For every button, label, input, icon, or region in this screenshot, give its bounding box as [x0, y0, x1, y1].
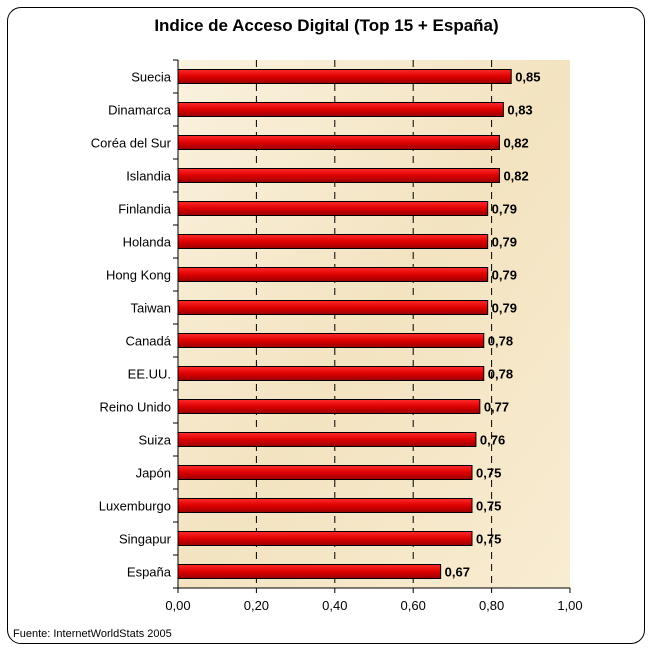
data-label: 0,75 — [476, 532, 501, 547]
chart-title: Indice de Acceso Digital (Top 15 + Españ… — [154, 16, 499, 35]
bar-ee-uu- — [177, 366, 485, 381]
category-label: Canadá — [125, 334, 171, 349]
bar-suiza — [177, 432, 477, 447]
data-label: 0,78 — [488, 334, 513, 349]
bar-jap-n — [177, 465, 473, 480]
category-label: Holanda — [123, 235, 172, 250]
category-label: Islandia — [126, 169, 172, 184]
x-tick-label: 0,20 — [244, 598, 269, 613]
category-label: Suiza — [138, 433, 171, 448]
category-label: Luxemburgo — [99, 499, 171, 514]
bar-canad- — [177, 333, 485, 348]
category-label: Finlandia — [118, 202, 172, 217]
category-label: Hong Kong — [106, 268, 171, 283]
category-label: Reino Unido — [99, 400, 171, 415]
category-label: Coréa del Sur — [91, 136, 172, 151]
data-label: 0,79 — [492, 235, 517, 250]
data-label: 0,85 — [515, 70, 540, 85]
data-label: 0,78 — [488, 367, 513, 382]
data-label: 0,79 — [492, 268, 517, 283]
x-tick-label: 0,60 — [401, 598, 426, 613]
data-label: 0,83 — [507, 103, 532, 118]
source-note: Fuente: InternetWorldStats 2005 — [13, 628, 172, 640]
data-label: 0,79 — [492, 301, 517, 316]
bar-finlandia — [177, 201, 489, 216]
data-label: 0,67 — [445, 565, 470, 580]
bar-reino-unido — [177, 399, 481, 414]
category-label: Taiwan — [131, 301, 171, 316]
data-label: 0,79 — [492, 202, 517, 217]
bar-cor-a-del-sur — [177, 135, 500, 150]
category-label: Singapur — [119, 532, 172, 547]
bar-islandia — [177, 168, 500, 183]
data-label: 0,77 — [484, 400, 509, 415]
category-label: Suecia — [131, 70, 172, 85]
category-label: EE.UU. — [128, 367, 171, 382]
x-tick-label: 1,00 — [557, 598, 582, 613]
bar-luxemburgo — [177, 498, 473, 513]
bar-singapur — [177, 531, 473, 546]
bar-espa-a — [177, 564, 442, 579]
bar-holanda — [177, 234, 489, 249]
data-label: 0,76 — [480, 433, 505, 448]
bar-taiwan — [177, 300, 489, 315]
data-label: 0,75 — [476, 466, 501, 481]
data-label: 0,82 — [503, 136, 528, 151]
x-tick-label: 0,80 — [479, 598, 504, 613]
category-label: España — [127, 565, 172, 580]
bar-hong-kong — [177, 267, 489, 282]
category-label: Japón — [136, 466, 171, 481]
bar-suecia — [177, 69, 512, 84]
data-label: 0,75 — [476, 499, 501, 514]
bar-dinamarca — [177, 102, 504, 117]
category-label: Dinamarca — [108, 103, 172, 118]
x-tick-label: 0,40 — [322, 598, 347, 613]
data-label: 0,82 — [503, 169, 528, 184]
x-tick-label: 0,00 — [165, 598, 190, 613]
